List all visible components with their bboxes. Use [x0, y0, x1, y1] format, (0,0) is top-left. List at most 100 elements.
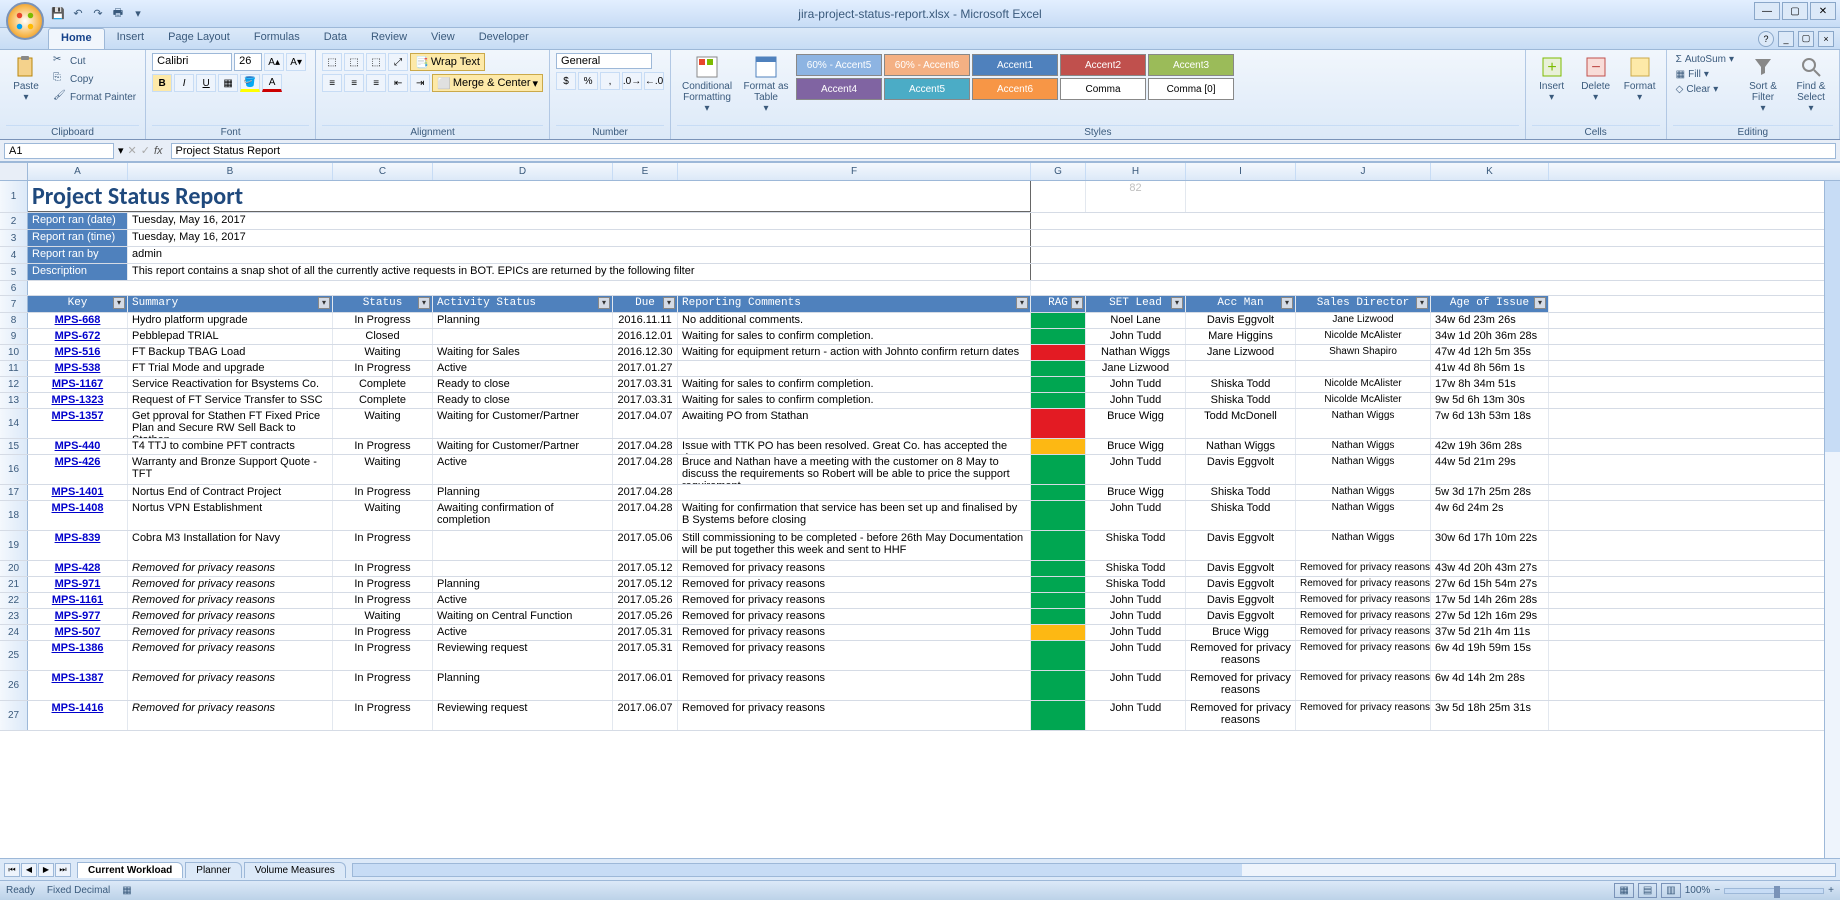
filter-dropdown-icon[interactable]: ▾ — [113, 297, 125, 309]
rag-cell[interactable] — [1031, 577, 1086, 592]
filter-dropdown-icon[interactable]: ▾ — [418, 297, 430, 309]
row-header[interactable]: 14 — [0, 409, 28, 438]
key-link[interactable]: MPS-1357 — [28, 409, 128, 438]
key-link[interactable]: MPS-977 — [28, 609, 128, 624]
fx-icon[interactable]: fx — [154, 145, 163, 157]
sheet-tab[interactable]: Planner — [185, 862, 241, 878]
tab-data[interactable]: Data — [312, 28, 359, 49]
key-link[interactable]: MPS-1323 — [28, 393, 128, 408]
style-cell[interactable]: Accent5 — [884, 78, 970, 100]
print-icon[interactable]: 🖶 — [110, 6, 126, 22]
key-link[interactable]: MPS-428 — [28, 561, 128, 576]
table-header[interactable]: Reporting Comments▾ — [678, 296, 1031, 312]
rag-cell[interactable] — [1031, 377, 1086, 392]
format-as-table-button[interactable]: Format as Table▾ — [741, 53, 791, 125]
tab-review[interactable]: Review — [359, 28, 419, 49]
column-header[interactable]: C — [333, 163, 433, 180]
align-top-icon[interactable]: ⬚ — [322, 53, 342, 71]
key-link[interactable]: MPS-971 — [28, 577, 128, 592]
style-cell[interactable]: Accent2 — [1060, 54, 1146, 76]
table-header[interactable]: Status▾ — [333, 296, 433, 312]
filter-dropdown-icon[interactable]: ▾ — [663, 297, 675, 309]
row-header[interactable]: 26 — [0, 671, 28, 700]
row-header[interactable]: 7 — [0, 296, 28, 312]
rag-cell[interactable] — [1031, 641, 1086, 670]
view-pagebreak-icon[interactable]: ▥ — [1661, 883, 1680, 898]
name-dropdown-icon[interactable]: ▾ — [118, 144, 124, 157]
clear-button[interactable]: ◇Clear▾ — [1673, 83, 1737, 96]
style-cell[interactable]: Comma — [1060, 78, 1146, 100]
table-header[interactable]: Age of Issue▾ — [1431, 296, 1549, 312]
enter-formula-icon[interactable]: ✓ — [141, 144, 150, 157]
column-header[interactable]: G — [1031, 163, 1086, 180]
rag-cell[interactable] — [1031, 329, 1086, 344]
rag-cell[interactable] — [1031, 313, 1086, 328]
grow-font-icon[interactable]: A▴ — [264, 53, 284, 71]
sheet-tab[interactable]: Current Workload — [77, 862, 183, 878]
rag-cell[interactable] — [1031, 561, 1086, 576]
row-header[interactable]: 10 — [0, 345, 28, 360]
key-link[interactable]: MPS-1416 — [28, 701, 128, 730]
italic-button[interactable]: I — [174, 74, 194, 92]
filter-dropdown-icon[interactable]: ▾ — [598, 297, 610, 309]
tab-page-layout[interactable]: Page Layout — [156, 28, 242, 49]
row-header[interactable]: 16 — [0, 455, 28, 484]
horizontal-scrollbar[interactable] — [352, 863, 1836, 877]
comma-icon[interactable]: , — [600, 72, 620, 90]
row-header[interactable]: 15 — [0, 439, 28, 454]
minimize-button[interactable]: — — [1754, 2, 1780, 20]
underline-button[interactable]: U — [196, 74, 216, 92]
row-header[interactable]: 25 — [0, 641, 28, 670]
insert-cells-button[interactable]: +Insert▾ — [1532, 53, 1572, 125]
row-header[interactable]: 9 — [0, 329, 28, 344]
select-all-corner[interactable] — [0, 163, 28, 180]
align-middle-icon[interactable]: ⬚ — [344, 53, 364, 71]
style-cell[interactable]: 60% - Accent5 — [796, 54, 882, 76]
redo-icon[interactable]: ↷ — [90, 6, 106, 22]
filter-dropdown-icon[interactable]: ▾ — [1416, 297, 1428, 309]
row-header[interactable]: 13 — [0, 393, 28, 408]
rag-cell[interactable] — [1031, 361, 1086, 376]
table-header[interactable]: Summary▾ — [128, 296, 333, 312]
sort-filter-button[interactable]: Sort & Filter▾ — [1741, 53, 1785, 125]
key-link[interactable]: MPS-507 — [28, 625, 128, 640]
number-format[interactable]: General — [556, 53, 652, 69]
rag-cell[interactable] — [1031, 609, 1086, 624]
formula-input[interactable]: Project Status Report — [171, 143, 1836, 159]
style-cell[interactable]: Accent4 — [796, 78, 882, 100]
prev-sheet-icon[interactable]: ◀ — [21, 863, 37, 877]
rag-cell[interactable] — [1031, 671, 1086, 700]
column-header[interactable]: D — [433, 163, 613, 180]
rag-cell[interactable] — [1031, 393, 1086, 408]
table-header[interactable]: SET Lead▾ — [1086, 296, 1186, 312]
shrink-font-icon[interactable]: A▾ — [286, 53, 306, 71]
table-header[interactable]: Sales Director▾ — [1296, 296, 1431, 312]
tab-insert[interactable]: Insert — [105, 28, 157, 49]
align-bottom-icon[interactable]: ⬚ — [366, 53, 386, 71]
sheet-tab[interactable]: Volume Measures — [244, 862, 346, 878]
style-cell[interactable]: Accent3 — [1148, 54, 1234, 76]
zoom-out-icon[interactable]: − — [1714, 885, 1720, 896]
key-link[interactable]: MPS-672 — [28, 329, 128, 344]
table-header[interactable]: Acc Man▾ — [1186, 296, 1296, 312]
column-header[interactable]: J — [1296, 163, 1431, 180]
table-header[interactable]: Due▾ — [613, 296, 678, 312]
view-layout-icon[interactable]: ▤ — [1638, 883, 1657, 898]
key-link[interactable]: MPS-839 — [28, 531, 128, 560]
rag-cell[interactable] — [1031, 593, 1086, 608]
fill-color-button[interactable]: 🪣 — [240, 74, 260, 92]
row-header[interactable]: 1 — [0, 181, 28, 212]
rag-cell[interactable] — [1031, 455, 1086, 484]
align-center-icon[interactable]: ≡ — [344, 74, 364, 92]
column-header[interactable]: K — [1431, 163, 1549, 180]
column-header[interactable]: E — [613, 163, 678, 180]
key-link[interactable]: MPS-426 — [28, 455, 128, 484]
rag-cell[interactable] — [1031, 501, 1086, 530]
row-header[interactable]: 11 — [0, 361, 28, 376]
indent-dec-icon[interactable]: ⇤ — [388, 74, 408, 92]
row-header[interactable]: 23 — [0, 609, 28, 624]
indent-inc-icon[interactable]: ⇥ — [410, 74, 430, 92]
cancel-formula-icon[interactable]: ✕ — [128, 144, 137, 157]
office-button[interactable] — [6, 2, 44, 40]
maximize-button[interactable]: ▢ — [1782, 2, 1808, 20]
